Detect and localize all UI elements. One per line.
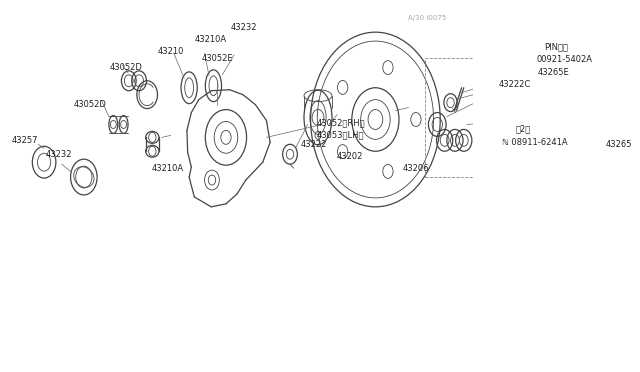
Text: 43222C: 43222C	[499, 80, 531, 89]
Text: 43202: 43202	[337, 152, 363, 161]
Text: 43222: 43222	[300, 140, 326, 149]
Text: 43210: 43210	[157, 46, 184, 55]
Text: 43206: 43206	[403, 164, 429, 173]
Text: （2）: （2）	[515, 124, 531, 133]
Text: 43257: 43257	[12, 136, 38, 145]
Text: 43210A: 43210A	[152, 164, 184, 173]
Text: A/30 i0075: A/30 i0075	[408, 15, 446, 21]
Text: 43052D: 43052D	[109, 63, 143, 73]
Text: 43232: 43232	[231, 23, 258, 32]
Text: PINピン: PINピン	[544, 42, 568, 52]
Bar	[425, 58, 484, 177]
Text: 43265: 43265	[605, 140, 632, 149]
Text: 43053〈LH〉: 43053〈LH〉	[317, 130, 364, 139]
Text: 43052E: 43052E	[202, 54, 234, 64]
Text: 00921-5402A: 00921-5402A	[537, 55, 593, 64]
Text: 43052〈RH〉: 43052〈RH〉	[317, 118, 365, 127]
Text: 43265E: 43265E	[538, 68, 569, 77]
Text: 43232: 43232	[45, 150, 72, 159]
Text: 43210A: 43210A	[195, 35, 227, 44]
Text: 43052D: 43052D	[74, 100, 106, 109]
Text: ℕ 08911-6241A: ℕ 08911-6241A	[502, 138, 568, 147]
